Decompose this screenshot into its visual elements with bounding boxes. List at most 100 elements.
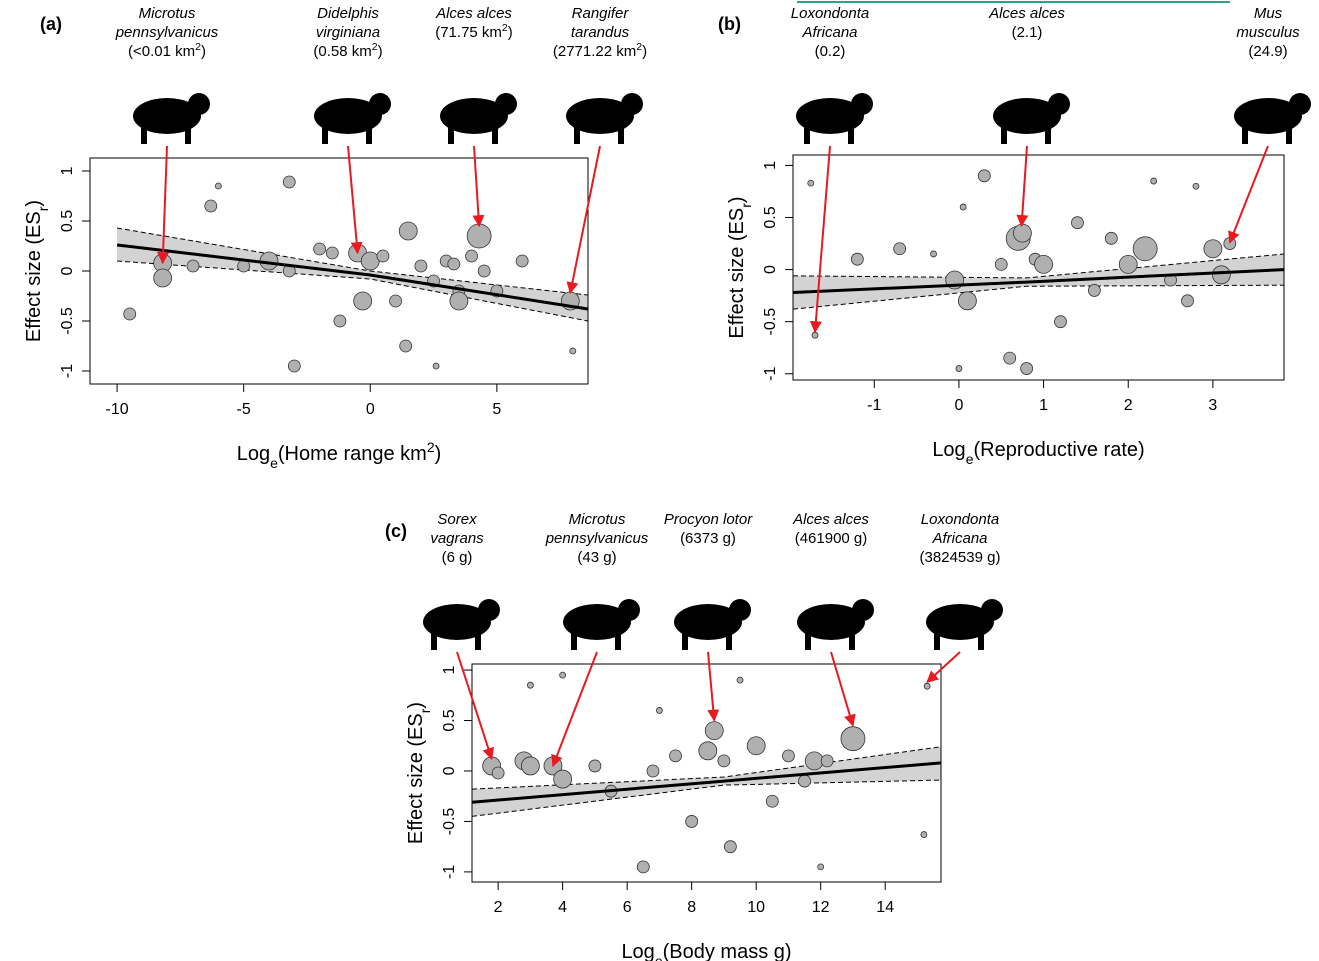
x-tick-label: 5	[492, 401, 501, 418]
x-axis-label-part: Log	[237, 443, 270, 465]
animal-silhouette	[674, 599, 751, 650]
silhouette-head	[981, 599, 1003, 621]
species-value-part: (0.58 km	[313, 43, 371, 60]
data-point	[559, 671, 567, 679]
animal-silhouette	[440, 93, 517, 144]
silhouette-leg	[366, 124, 372, 144]
x-axis-label-part: e	[270, 455, 278, 471]
silhouette-body	[314, 98, 382, 134]
silhouette-head	[478, 599, 500, 621]
silhouette-leg	[978, 630, 984, 650]
data-point	[449, 291, 469, 311]
silhouette-head	[495, 93, 517, 115]
y-tick-label: 0	[441, 766, 458, 775]
data-point	[736, 676, 744, 684]
arrow	[551, 651, 598, 768]
silhouette-leg	[1286, 124, 1292, 144]
species-value-part: (3824539 g)	[920, 549, 1001, 566]
data-point	[782, 749, 795, 763]
species-name: Africana	[931, 530, 987, 547]
y-tick-label: 1	[762, 161, 779, 170]
silhouette-head	[618, 599, 640, 621]
species-value-part: (6 g)	[442, 549, 473, 566]
silhouette-leg	[448, 124, 454, 144]
species-value-part: (6373 g)	[680, 530, 736, 547]
silhouette-leg	[571, 630, 577, 650]
x-axis-label: Loge(Reproductive rate)	[932, 439, 1144, 467]
animal-silhouette	[423, 599, 500, 650]
species-value-part: )	[508, 24, 513, 41]
arrow	[347, 145, 363, 255]
x-tick-label: 10	[747, 899, 765, 916]
y-tick-label: 0.5	[441, 709, 458, 731]
y-axis-label-part: r	[738, 203, 754, 208]
species-value: (24.9)	[1248, 43, 1287, 60]
silhouette-body	[993, 98, 1061, 134]
data-point	[807, 179, 815, 187]
x-axis-label-part: e	[966, 451, 974, 467]
species-value-part: (2.1)	[1012, 24, 1043, 41]
silhouette-body	[797, 604, 865, 640]
data-point	[1013, 223, 1032, 243]
silhouette-body	[563, 604, 631, 640]
x-tick-label: -1	[867, 397, 881, 414]
arrow	[809, 145, 831, 334]
species-name: Alces alces	[988, 5, 1065, 22]
y-tick-label: 1	[441, 666, 458, 675]
y-axis-label-part: )	[405, 702, 427, 709]
silhouette-body	[674, 604, 742, 640]
silhouette-body	[423, 604, 491, 640]
data-point	[811, 331, 819, 339]
species-value-part: (71.75 km	[435, 24, 502, 41]
y-axis-label: Effect size (ESr)	[23, 200, 51, 342]
silhouette-leg	[726, 630, 732, 650]
data-point	[840, 726, 866, 752]
animal-silhouette	[797, 599, 874, 650]
x-axis-label-part: )	[435, 443, 442, 465]
species-value-part: (0.2)	[815, 43, 846, 60]
y-axis-label-part: Effect size (ES	[23, 211, 45, 342]
data-point	[1104, 231, 1118, 245]
y-axis-label-part: Effect size (ES	[726, 208, 748, 339]
species-value-part: )	[201, 43, 206, 60]
data-point	[333, 314, 347, 328]
data-point	[923, 682, 931, 690]
data-point	[717, 754, 731, 768]
animal-silhouette	[566, 93, 643, 144]
data-point	[353, 291, 373, 311]
data-point	[765, 794, 779, 808]
silhouette-leg	[805, 630, 811, 650]
x-axis-label-part: 2	[427, 439, 435, 455]
confidence-band	[117, 228, 589, 321]
data-point	[376, 249, 390, 263]
species-value-part: (2771.22 km	[553, 43, 636, 60]
species-value-part: (<0.01 km	[128, 43, 195, 60]
arrow	[472, 145, 485, 228]
species-name: Sorex	[437, 511, 477, 528]
band-edge	[792, 253, 1285, 279]
silhouette-head	[729, 599, 751, 621]
silhouette-leg	[492, 124, 498, 144]
data-point	[798, 774, 811, 788]
species-value: (3824539 g)	[920, 549, 1001, 566]
silhouette-leg	[1242, 124, 1248, 144]
data-point	[588, 759, 602, 773]
y-tick-label: -1	[441, 865, 458, 879]
y-tick-label: 0.5	[762, 206, 779, 228]
silhouette-leg	[185, 124, 191, 144]
data-point	[526, 681, 534, 689]
species-name: Africana	[801, 24, 857, 41]
data-point	[282, 175, 296, 189]
silhouette-body	[1234, 98, 1302, 134]
data-point	[1223, 237, 1237, 250]
species-name: pennsylvanicus	[545, 530, 649, 547]
silhouette-body	[926, 604, 994, 640]
species-value-part: 2	[372, 41, 378, 53]
data-point	[447, 257, 461, 271]
species-name: pennsylvanicus	[115, 24, 219, 41]
silhouette-head	[369, 93, 391, 115]
data-point	[1203, 239, 1223, 259]
band-edge	[792, 284, 1285, 310]
x-tick-label: 8	[687, 899, 696, 916]
